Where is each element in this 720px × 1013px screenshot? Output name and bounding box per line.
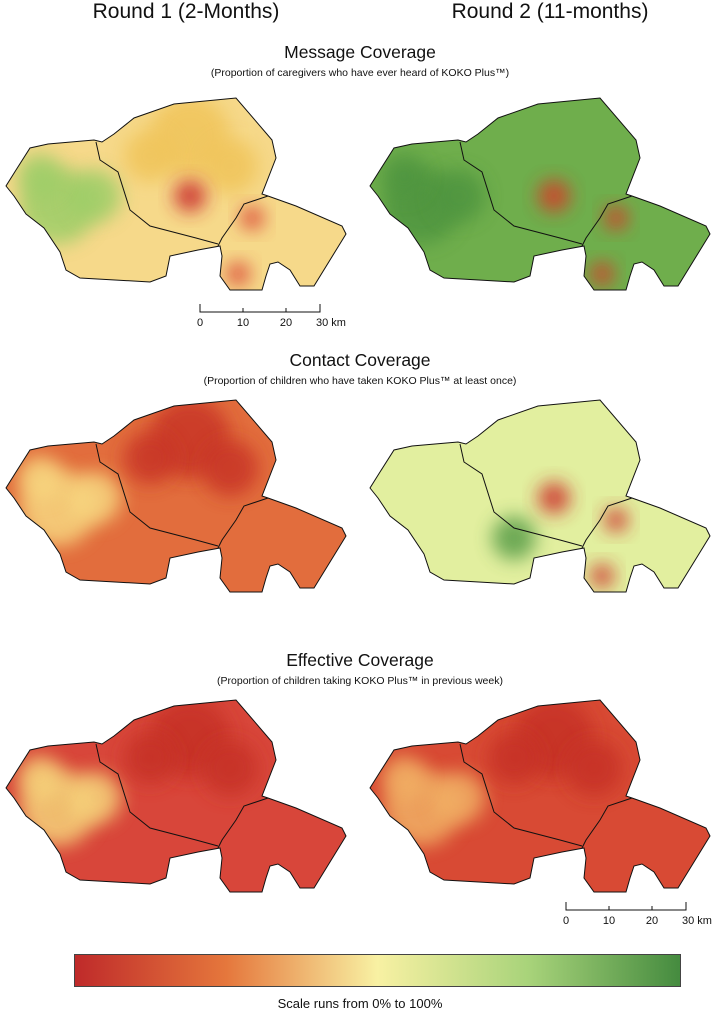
subdistrict-boundary xyxy=(95,443,219,547)
coverage-spot xyxy=(124,732,176,784)
district-outline xyxy=(369,699,711,893)
section-title-message-coverage: Message Coverage xyxy=(284,42,436,62)
section-title-effective-coverage: Effective Coverage xyxy=(286,650,434,670)
scalebar-tick-0: 0 xyxy=(563,915,569,927)
coverage-spot xyxy=(240,206,264,230)
coverage-spot xyxy=(382,154,426,198)
coverage-spot xyxy=(18,756,62,800)
scalebar-tick-20: 20 xyxy=(280,317,292,329)
coverage-spot xyxy=(69,170,121,222)
section-subtitle-contact-coverage: (Proportion of children who have taken K… xyxy=(203,375,517,387)
coverage-spot xyxy=(202,740,258,796)
coverage-spot xyxy=(538,180,570,212)
coverage-spot xyxy=(382,756,426,800)
section-title-contact-coverage: Contact Coverage xyxy=(289,350,431,370)
scalebar-tick-10: 10 xyxy=(237,317,249,329)
district-outline xyxy=(369,399,711,593)
map-contact-round1 xyxy=(5,399,347,593)
coverage-spot xyxy=(124,432,176,484)
subdistrict-boundary xyxy=(217,195,269,247)
coverage-spot xyxy=(590,564,614,588)
coverage-spot xyxy=(538,482,570,514)
subdistrict-boundary xyxy=(95,743,219,847)
scalebar-tick-30: 30 km xyxy=(682,915,712,927)
map-effective-round2 xyxy=(369,699,711,893)
scalebar-top: 0 10 20 30 km xyxy=(197,304,346,329)
coverage-spot xyxy=(604,206,628,230)
coverage-spot xyxy=(202,138,258,194)
map-effective-round1 xyxy=(5,699,347,893)
legend-caption: Scale runs from 0% to 100% xyxy=(277,996,443,1011)
district-outline xyxy=(5,699,347,893)
scalebar-tick-30: 30 km xyxy=(316,317,346,329)
subdistrict-boundary xyxy=(581,497,633,549)
subdistrict-boundary xyxy=(581,797,633,849)
coverage-spot xyxy=(69,472,121,524)
coverage-spot xyxy=(566,740,622,796)
map-message-round1 xyxy=(5,97,347,291)
coverage-spot xyxy=(18,154,62,198)
district-outline xyxy=(369,97,711,291)
color-scale-legend xyxy=(74,954,681,987)
coverage-spot xyxy=(124,130,176,182)
subdistrict-boundary xyxy=(217,497,269,549)
subdistrict-boundary xyxy=(459,141,583,245)
map-contact-round2 xyxy=(369,399,711,593)
district-outline xyxy=(5,97,347,291)
subdistrict-boundary xyxy=(459,443,583,547)
coverage-spot xyxy=(202,440,258,496)
section-subtitle-effective-coverage: (Proportion of children taking KOKO Plus… xyxy=(217,675,503,687)
coverage-spot xyxy=(69,772,121,824)
coverage-spot xyxy=(492,516,536,560)
district-outline xyxy=(5,399,347,593)
subdistrict-boundary xyxy=(217,797,269,849)
coverage-spot xyxy=(604,508,628,532)
subdistrict-boundary xyxy=(95,141,219,245)
column-header-round1: Round 1 (2-Months) xyxy=(92,0,280,23)
scalebar-tick-10: 10 xyxy=(603,915,615,927)
scalebar-tick-20: 20 xyxy=(646,915,658,927)
coverage-spot xyxy=(18,456,62,500)
subdistrict-boundary xyxy=(459,743,583,847)
coverage-spot xyxy=(488,732,540,784)
coverage-spot xyxy=(174,180,206,212)
coverage-spot xyxy=(433,772,485,824)
coverage-spot xyxy=(590,262,614,286)
subdistrict-boundary xyxy=(581,195,633,247)
section-subtitle-message-coverage: (Proportion of caregivers who have ever … xyxy=(210,67,510,79)
coverage-spot xyxy=(433,170,485,222)
scalebar-bottom: 0 10 20 30 km xyxy=(563,902,712,927)
coverage-spot xyxy=(226,262,250,286)
map-message-round2 xyxy=(369,97,711,291)
column-header-round2: Round 2 (11-months) xyxy=(451,0,649,23)
scalebar-tick-0: 0 xyxy=(197,317,203,329)
